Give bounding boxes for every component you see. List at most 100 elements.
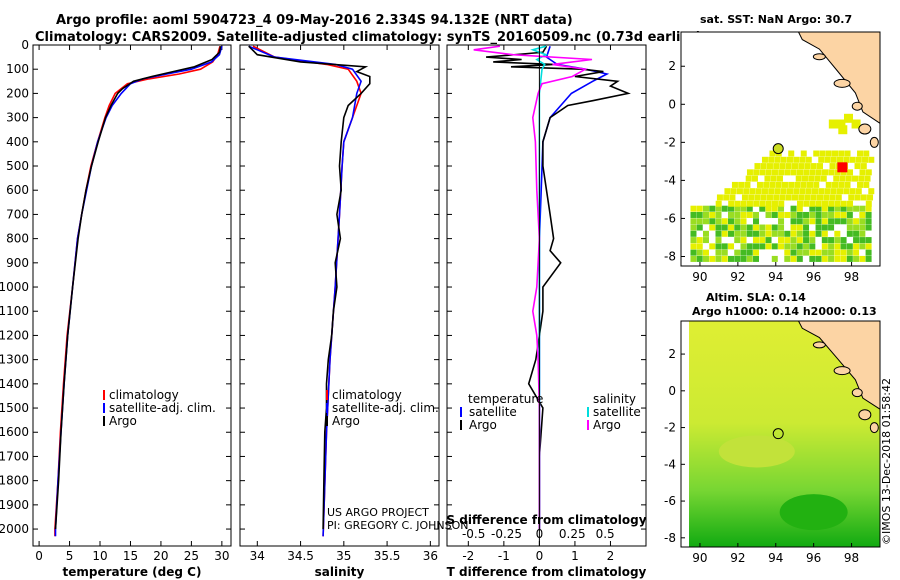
sst-pixel [716, 194, 723, 201]
sst-pixel [846, 255, 853, 262]
sst-pixel [868, 156, 875, 163]
sst-pixel [822, 169, 829, 176]
sst-pixel [798, 194, 805, 201]
y-tick-label: 1500 [0, 401, 29, 415]
legend-label: satellite [593, 405, 641, 419]
map-y-tick-label: -4 [664, 457, 676, 471]
sst-pixel [809, 243, 816, 250]
y-tick-label: 0 [21, 38, 29, 52]
x-tick-label: 35 [336, 549, 351, 563]
sst-pixel [834, 243, 841, 250]
sst-pixel [828, 169, 835, 176]
legend-label: satellite [469, 405, 517, 419]
sst-pixel [690, 211, 697, 218]
sst-pixel [728, 224, 735, 231]
sst-pixel [834, 230, 841, 237]
sst-pixel [803, 249, 810, 256]
x-tick-label-s: -0.5 [462, 527, 485, 541]
sst-pixel [803, 218, 810, 225]
map-x-tick-label: 92 [730, 551, 745, 565]
sst-pixel [853, 230, 860, 237]
sst-pixel [815, 230, 822, 237]
sst-pixel [847, 200, 854, 207]
sst-pixel [759, 224, 766, 231]
x-axis-label-temperature: temperature (deg C) [63, 565, 202, 579]
island [869, 136, 879, 148]
sst-pixel [815, 211, 822, 218]
sst-pixel [810, 163, 817, 170]
sst-pixel [721, 224, 728, 231]
sst-pixel [800, 181, 807, 188]
island [812, 341, 826, 349]
sst-pixel [838, 125, 848, 135]
y-tick-label: 1600 [0, 425, 29, 439]
sst-pixel [690, 224, 697, 231]
y-tick-label: 1700 [0, 449, 29, 463]
y-tick-label: 300 [6, 111, 29, 125]
sst-pixel [801, 175, 808, 182]
y-tick-label: 900 [6, 256, 29, 270]
sst-pixel [813, 181, 820, 188]
sst-pixel [846, 205, 853, 212]
sst-pixel [803, 243, 810, 250]
map-x-tick-label: 98 [844, 551, 859, 565]
x-tick-label: 5 [66, 549, 74, 563]
sst-pixel [803, 169, 810, 176]
sst-pixel [821, 230, 828, 237]
sst-pixel [821, 211, 828, 218]
map-y-tick-label: -8 [664, 531, 676, 545]
y-tick-label: 1200 [0, 328, 29, 342]
sst-pixel [809, 211, 816, 218]
sst-pixel [766, 163, 773, 170]
sst-pixel [771, 255, 778, 262]
sst-pixel [755, 188, 762, 195]
sst-pixel [774, 156, 781, 163]
sst-pixel [773, 163, 780, 170]
sst-pixel [784, 211, 791, 218]
sst-pixel [734, 237, 741, 244]
sst-pixel [865, 205, 872, 212]
sst-pixel [746, 255, 753, 262]
y-tick-label: 100 [6, 62, 29, 76]
island [851, 101, 863, 111]
sst-pixel [837, 156, 844, 163]
sst-pixel [846, 211, 853, 218]
sst-pixel [840, 249, 847, 256]
sst-pixel [690, 243, 697, 250]
legend-label: Argo [109, 414, 137, 428]
x-tick-label-s: 0.25 [559, 527, 586, 541]
sst-pixel [778, 169, 785, 176]
sst-pixel [740, 230, 747, 237]
sst-pixel [763, 181, 770, 188]
sst-pixel [759, 237, 766, 244]
sst-pixel [803, 237, 810, 244]
sst-pixel [728, 205, 735, 212]
sst-pixel [830, 188, 837, 195]
sst-pixel [853, 255, 860, 262]
sst-pixel [766, 194, 773, 201]
sst-pixel [702, 237, 709, 244]
sst-pixel [788, 181, 795, 188]
sst-pixel [746, 169, 753, 176]
sst-pixel [824, 188, 831, 195]
sst-pixel [779, 194, 786, 201]
sst-pixel [821, 237, 828, 244]
sst-pixel [814, 175, 821, 182]
sst-pixel [821, 205, 828, 212]
sst-pixel [852, 175, 859, 182]
sst-pixel [709, 205, 716, 212]
sst-pixel [740, 200, 747, 207]
legend-label: Argo [469, 418, 497, 432]
sst-pixel [859, 205, 866, 212]
sst-pixel [834, 169, 841, 176]
sst-pixel [778, 243, 785, 250]
sst-pixel [749, 188, 756, 195]
sst-pixel [864, 175, 871, 182]
imos-watermark: ©IMOS 13-Dec-2018 01:58:42 [880, 378, 893, 545]
sst-pixel [853, 249, 860, 256]
sst-pixel [731, 181, 738, 188]
sst-pixel [736, 188, 743, 195]
island [869, 422, 879, 434]
sst-pixel [746, 205, 753, 212]
sst-pixel [818, 188, 825, 195]
